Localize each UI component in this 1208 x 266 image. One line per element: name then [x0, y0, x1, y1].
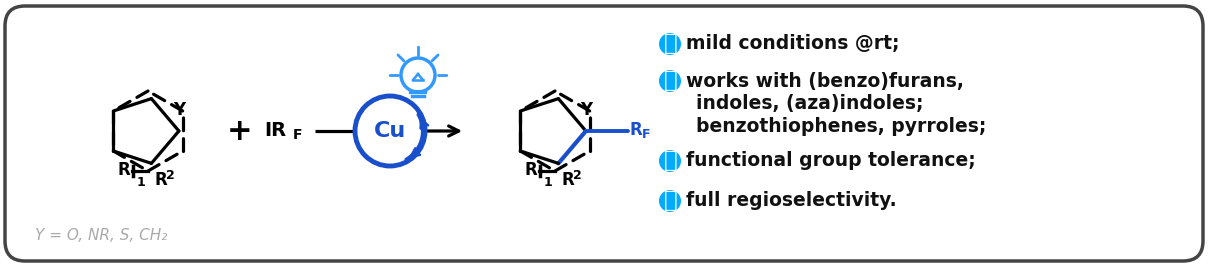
Text: IR: IR: [265, 120, 286, 139]
Text: Y: Y: [580, 101, 592, 119]
Text: R: R: [629, 121, 643, 139]
Circle shape: [660, 190, 681, 212]
Circle shape: [401, 58, 435, 92]
FancyBboxPatch shape: [5, 6, 1203, 261]
Text: Cu: Cu: [373, 121, 406, 141]
Circle shape: [660, 33, 681, 55]
Text: 👍: 👍: [663, 69, 678, 92]
Text: F: F: [294, 128, 302, 142]
Text: full regioselectivity.: full regioselectivity.: [686, 192, 896, 210]
Text: works with (benzo)furans,: works with (benzo)furans,: [686, 72, 964, 90]
Text: indoles, (aza)indoles;: indoles, (aza)indoles;: [696, 94, 923, 114]
Text: 1: 1: [137, 176, 146, 189]
Text: 1: 1: [544, 176, 553, 189]
Text: mild conditions @rt;: mild conditions @rt;: [686, 35, 900, 53]
Circle shape: [660, 150, 681, 172]
Text: +: +: [227, 117, 252, 146]
Text: 2: 2: [574, 169, 582, 182]
Text: R: R: [155, 171, 167, 189]
Text: 👍: 👍: [663, 189, 678, 212]
Text: Y: Y: [173, 101, 185, 119]
Circle shape: [660, 70, 681, 92]
Text: Y = O, NR, S, CH₂: Y = O, NR, S, CH₂: [35, 228, 168, 243]
Text: F: F: [641, 128, 650, 142]
Text: benzothiophenes, pyrroles;: benzothiophenes, pyrroles;: [696, 118, 987, 136]
Text: 2: 2: [167, 169, 175, 182]
Text: 👍: 👍: [663, 149, 678, 172]
Text: functional group tolerance;: functional group tolerance;: [686, 152, 976, 171]
Text: R: R: [562, 171, 574, 189]
Circle shape: [355, 96, 425, 166]
Text: R: R: [524, 161, 538, 179]
Text: 👍: 👍: [663, 32, 678, 55]
Text: R: R: [117, 161, 130, 179]
